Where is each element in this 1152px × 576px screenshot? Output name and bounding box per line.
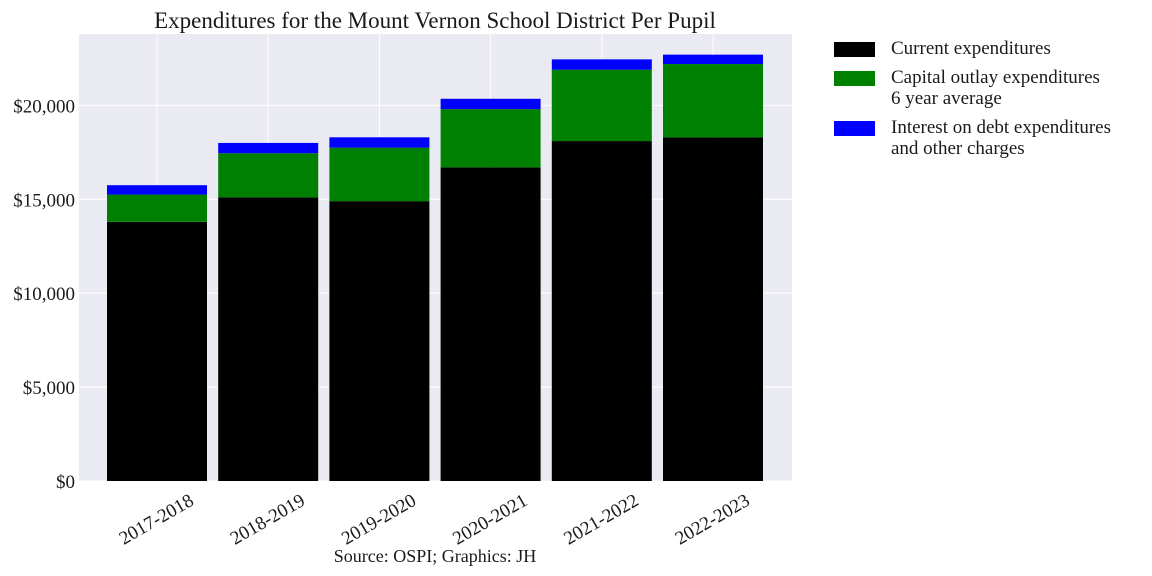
y-tick-label: $0 (56, 472, 75, 493)
legend-swatch (834, 121, 875, 136)
bar-segment (663, 137, 763, 481)
x-tick-label: 2019-2020 (338, 490, 420, 549)
bar-segment (551, 141, 652, 481)
legend-item: Interest on debt expenditures and other … (834, 117, 1144, 159)
legend: Current expenditures Capital outlay expen… (834, 38, 1144, 167)
bar-segment (107, 221, 207, 481)
x-tick-label: 2020-2021 (449, 490, 531, 549)
y-tick-label: $20,000 (13, 96, 75, 117)
bar-segment (329, 147, 430, 202)
bar-segment (218, 142, 319, 154)
bar-segment (107, 194, 207, 222)
legend-swatch (834, 71, 875, 86)
bars (107, 54, 763, 481)
legend-swatch (834, 42, 875, 57)
legend-label: Capital outlay expenditures 6 year avera… (891, 67, 1100, 109)
x-axis: 2017-2018 2018-2019 2019-2020 2020-2021 2021… (116, 490, 754, 549)
bar-segment (329, 201, 430, 481)
bar-segment (440, 98, 541, 110)
bar-segment (663, 54, 763, 65)
legend-label: Interest on debt expenditures and other … (891, 117, 1112, 159)
y-tick-label: $10,000 (13, 284, 75, 305)
bar-segment (107, 185, 207, 195)
y-tick-label: $15,000 (13, 190, 75, 211)
bar-segment (218, 153, 319, 198)
bar-segment (551, 59, 652, 70)
chart-title: Expenditures for the Mount Vernon School… (154, 8, 716, 33)
bar-segment (551, 69, 652, 142)
x-tick-label: 2017-2018 (116, 490, 198, 549)
source-note: Source: OSPI; Graphics: JH (334, 546, 536, 566)
bar-segment (329, 137, 430, 148)
y-axis: $0 $5,000 $10,000 $15,000 $20,000 (13, 96, 75, 493)
legend-item: Capital outlay expenditures 6 year avera… (834, 67, 1144, 109)
x-tick-label: 2021-2022 (561, 490, 643, 549)
bar-segment (440, 109, 541, 168)
bar-segment (218, 197, 319, 481)
legend-item: Current expenditures (834, 38, 1144, 59)
bar-segment (440, 167, 541, 481)
x-tick-label: 2018-2019 (227, 490, 309, 549)
y-tick-label: $5,000 (23, 378, 75, 399)
x-tick-label: 2022-2023 (672, 490, 754, 549)
bar-segment (663, 64, 763, 138)
legend-label: Current expenditures (891, 38, 1051, 59)
